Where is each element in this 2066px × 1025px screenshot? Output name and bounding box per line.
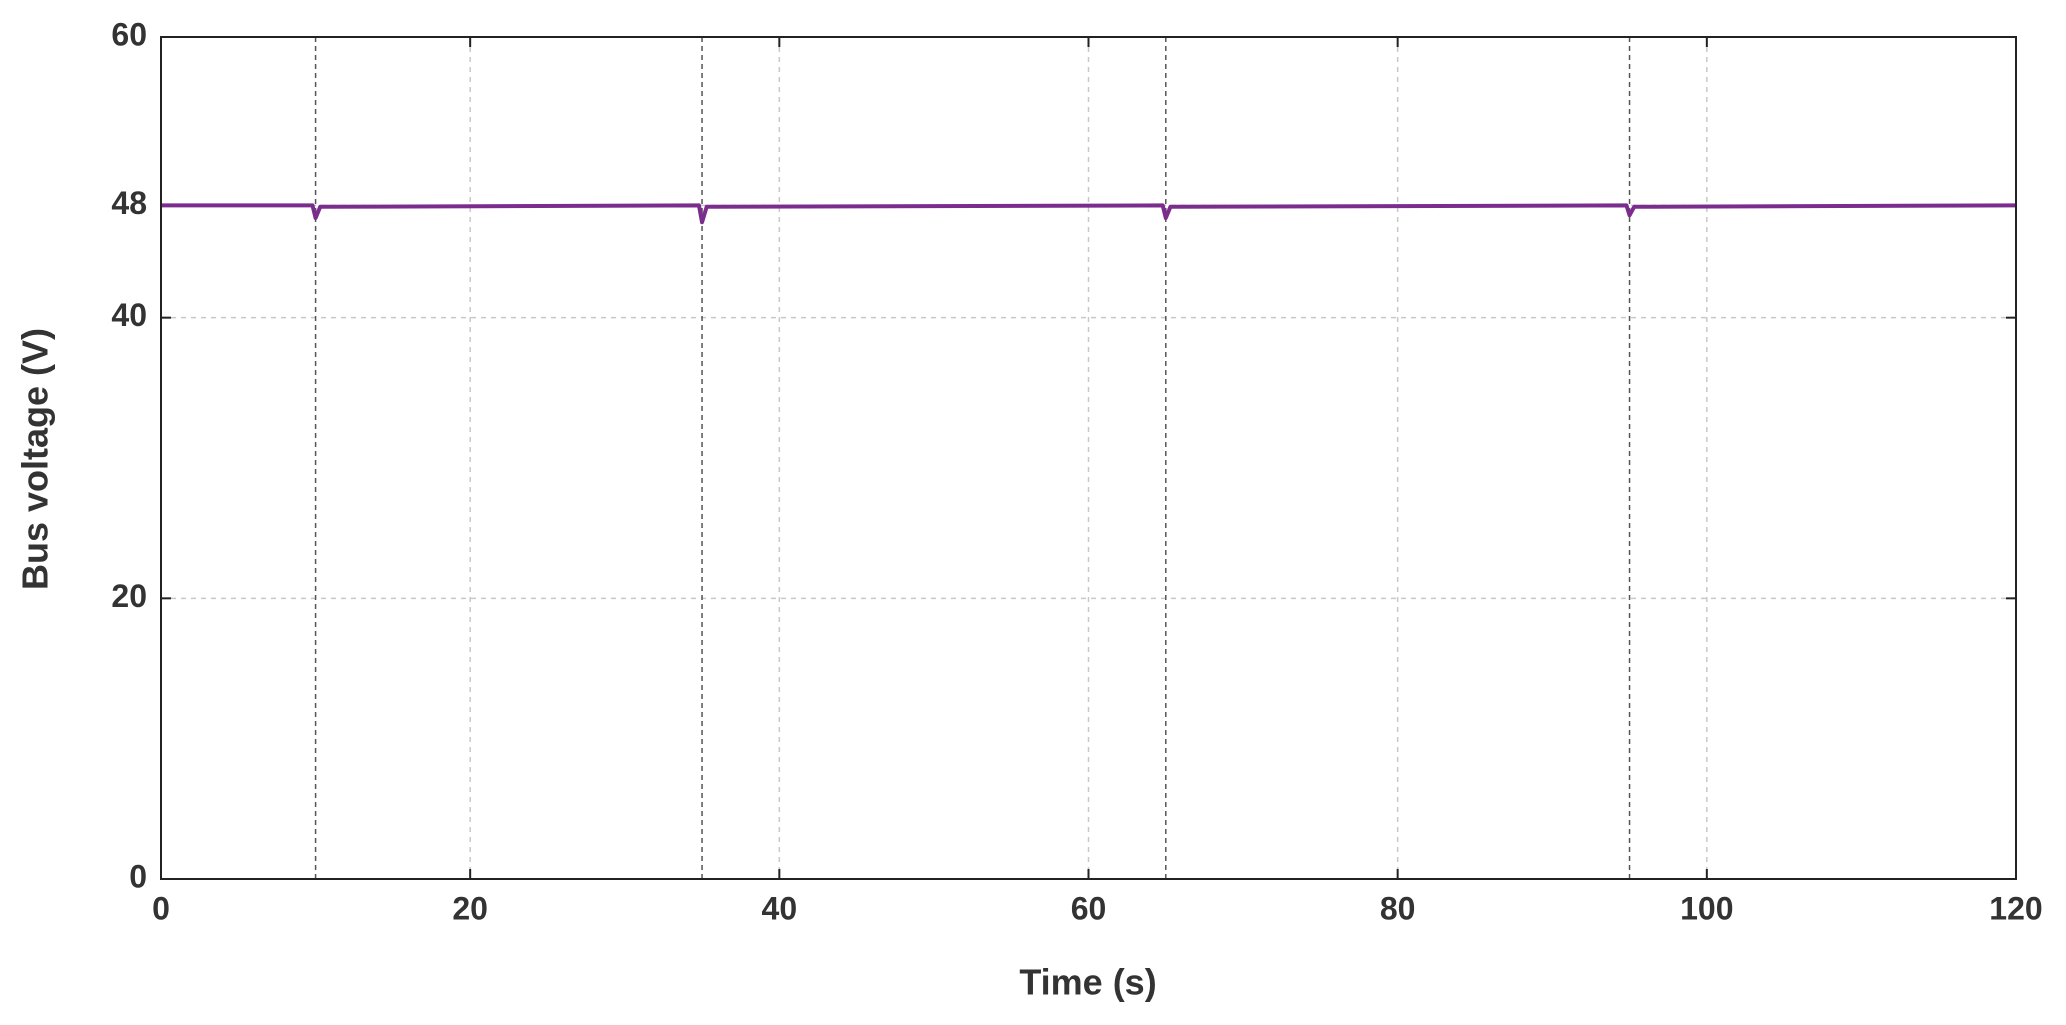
x-tick-label: 20	[452, 890, 488, 926]
x-tick-label: 100	[1680, 890, 1733, 926]
y-tick-label: 20	[111, 578, 147, 614]
x-tick-label: 80	[1380, 890, 1416, 926]
x-axis-title: Time (s)	[1019, 962, 1156, 1003]
y-tick-label: 48	[111, 185, 147, 221]
data-line	[161, 203, 2017, 225]
y-tick-label: 60	[111, 16, 147, 52]
y-tick-label: 0	[129, 858, 147, 894]
x-tick-label: 40	[762, 890, 798, 926]
y-axis-title: Bus voltage (V)	[15, 328, 56, 590]
y-tick-label: 40	[111, 297, 147, 333]
plot-frame	[160, 36, 2017, 880]
x-tick-label: 120	[1989, 890, 2042, 926]
x-tick-label: 0	[152, 890, 170, 926]
x-tick-label: 60	[1071, 890, 1107, 926]
